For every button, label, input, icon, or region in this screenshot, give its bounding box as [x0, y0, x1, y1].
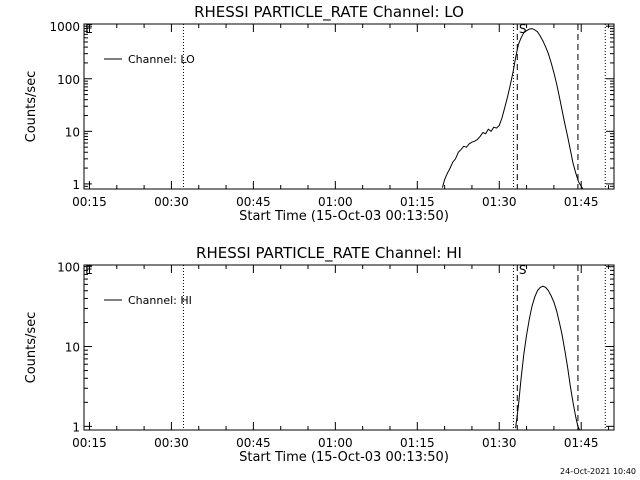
series-line — [441, 28, 584, 190]
annotation-s: S — [519, 22, 527, 36]
legend-label: Channel: HI — [128, 294, 192, 307]
plot-frame — [83, 23, 615, 190]
x-axis-label: Start Time (15-Oct-03 00:13:50) — [239, 450, 449, 465]
y-axis-label: Counts/sec — [24, 71, 39, 143]
y-tick-label: 1 — [72, 178, 80, 192]
chart-title: RHESSI PARTICLE_RATE Channel: HI — [196, 244, 462, 263]
x-tick-label: 00:45 — [236, 436, 271, 450]
x-tick-label: 00:15 — [72, 195, 107, 209]
x-tick-label: 00:30 — [154, 195, 189, 209]
x-tick-label: 00:30 — [154, 436, 189, 450]
timestamp-label: 24-Oct-2021 10:40 — [560, 467, 636, 476]
x-tick-label: 01:45 — [564, 436, 599, 450]
x-tick-label: 00:15 — [72, 436, 107, 450]
y-tick-label: 100 — [57, 73, 80, 87]
y-tick-label: 10 — [65, 125, 80, 139]
series-line — [515, 285, 581, 431]
y-tick-label: 100 — [57, 261, 80, 275]
y-tick-label: 1000 — [49, 20, 80, 34]
y-tick-label: 1 — [72, 420, 80, 434]
x-tick-label: 01:30 — [482, 436, 517, 450]
panel-lo: RHESSI PARTICLE_RATE Channel: LO 00:15 00:… — [24, 3, 615, 224]
x-tick-label: 01:15 — [400, 436, 435, 450]
x-tick-label: 01:30 — [482, 195, 517, 209]
x-tick-label: 01:45 — [564, 195, 599, 209]
x-axis-label: Start Time (15-Oct-03 00:13:50) — [239, 209, 449, 224]
x-tick-label: 00:45 — [236, 195, 271, 209]
x-tick-label: 01:15 — [400, 195, 435, 209]
legend-label: Channel: LO — [128, 53, 195, 66]
annotation-e: E — [85, 22, 93, 36]
plot-frame — [83, 264, 615, 431]
x-tick-label: 01:00 — [318, 195, 353, 209]
y-tick-label: 10 — [65, 341, 80, 355]
x-tick-label: 01:00 — [318, 436, 353, 450]
annotation-e: E — [85, 263, 93, 277]
chart-title: RHESSI PARTICLE_RATE Channel: LO — [194, 3, 464, 22]
panel-hi: RHESSI PARTICLE_RATE Channel: HI 00:15 00:… — [24, 244, 615, 465]
y-axis-label: Counts/sec — [24, 312, 39, 384]
annotation-s: S — [519, 263, 527, 277]
